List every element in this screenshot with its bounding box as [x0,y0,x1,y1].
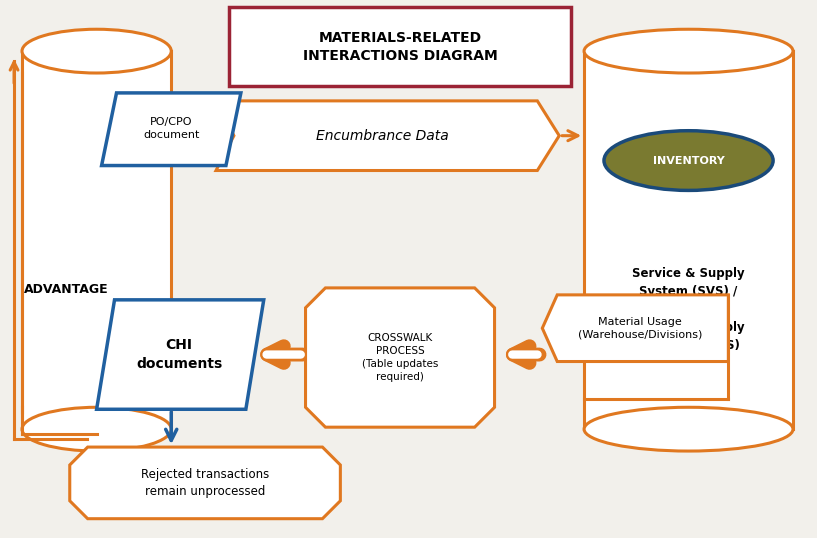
FancyBboxPatch shape [229,8,571,86]
FancyBboxPatch shape [584,51,793,429]
Ellipse shape [22,407,172,451]
Text: PO/CPO
document: PO/CPO document [143,117,199,140]
Polygon shape [96,300,264,409]
Polygon shape [542,295,728,362]
Text: CHI
documents: CHI documents [136,338,222,371]
Ellipse shape [22,29,172,73]
Polygon shape [306,288,494,427]
Text: Encumbrance Data: Encumbrance Data [316,129,449,143]
Text: Material Usage
(Warehouse/Divisions): Material Usage (Warehouse/Divisions) [578,317,703,339]
Polygon shape [101,93,241,166]
Text: CROSSWALK
PROCESS
(Table updates
required): CROSSWALK PROCESS (Table updates require… [362,334,438,382]
Text: ADVANTAGE: ADVANTAGE [24,284,109,296]
Text: INVENTORY: INVENTORY [653,155,725,166]
Text: Service & Supply
System (SVS) /
Web-Based
Service & Supply
System (WSVS): Service & Supply System (SVS) / Web-Base… [632,267,745,352]
Text: Rejected transactions
remain unprocessed: Rejected transactions remain unprocessed [141,468,269,498]
Text: MATERIALS-RELATED
INTERACTIONS DIAGRAM: MATERIALS-RELATED INTERACTIONS DIAGRAM [302,31,498,63]
FancyBboxPatch shape [22,51,172,429]
Polygon shape [69,447,341,519]
Polygon shape [216,101,559,171]
Ellipse shape [604,131,773,190]
Ellipse shape [584,29,793,73]
Ellipse shape [584,407,793,451]
